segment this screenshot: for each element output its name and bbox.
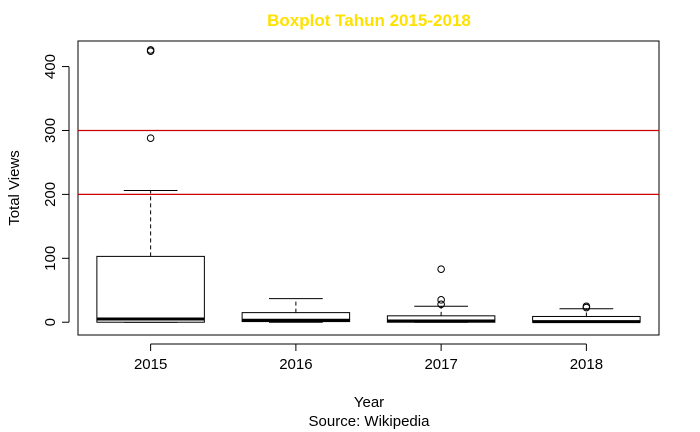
x-axis-label: Year: [354, 394, 384, 411]
plot-frame: [77, 40, 660, 336]
box-2018: [532, 302, 641, 324]
box-2017: [386, 265, 496, 323]
y-axis: 0 100 200 300 400: [42, 54, 70, 326]
outlier-point: [582, 302, 591, 311]
y-tick-label: 100: [42, 246, 59, 271]
y-axis-label: Total Views: [6, 150, 23, 226]
box-2016: [241, 298, 351, 323]
boxes: [96, 46, 641, 324]
chart-title: Boxplot Tahun 2015-2018: [267, 11, 471, 30]
x-tick-label: 2017: [424, 356, 457, 373]
outlier-point: [146, 46, 155, 54]
chart-caption: Source: Wikipedia: [309, 413, 431, 430]
y-tick-label: 400: [42, 54, 59, 79]
x-tick-label: 2018: [570, 356, 603, 373]
y-tick-label: 300: [42, 118, 59, 143]
outlier-point: [146, 134, 155, 142]
box-body: [96, 255, 205, 323]
box-2015: [96, 46, 205, 323]
outlier-point: [437, 300, 445, 309]
y-tick-label: 0: [42, 318, 59, 326]
x-tick-label: 2015: [134, 356, 167, 373]
outlier-point: [437, 296, 445, 304]
y-tick-label: 200: [42, 182, 59, 207]
x-tick-label: 2016: [279, 356, 312, 373]
outlier-point: [437, 265, 445, 273]
x-axis: 2015 2016 2017 2018: [134, 343, 603, 373]
reference-lines: [78, 129, 659, 195]
